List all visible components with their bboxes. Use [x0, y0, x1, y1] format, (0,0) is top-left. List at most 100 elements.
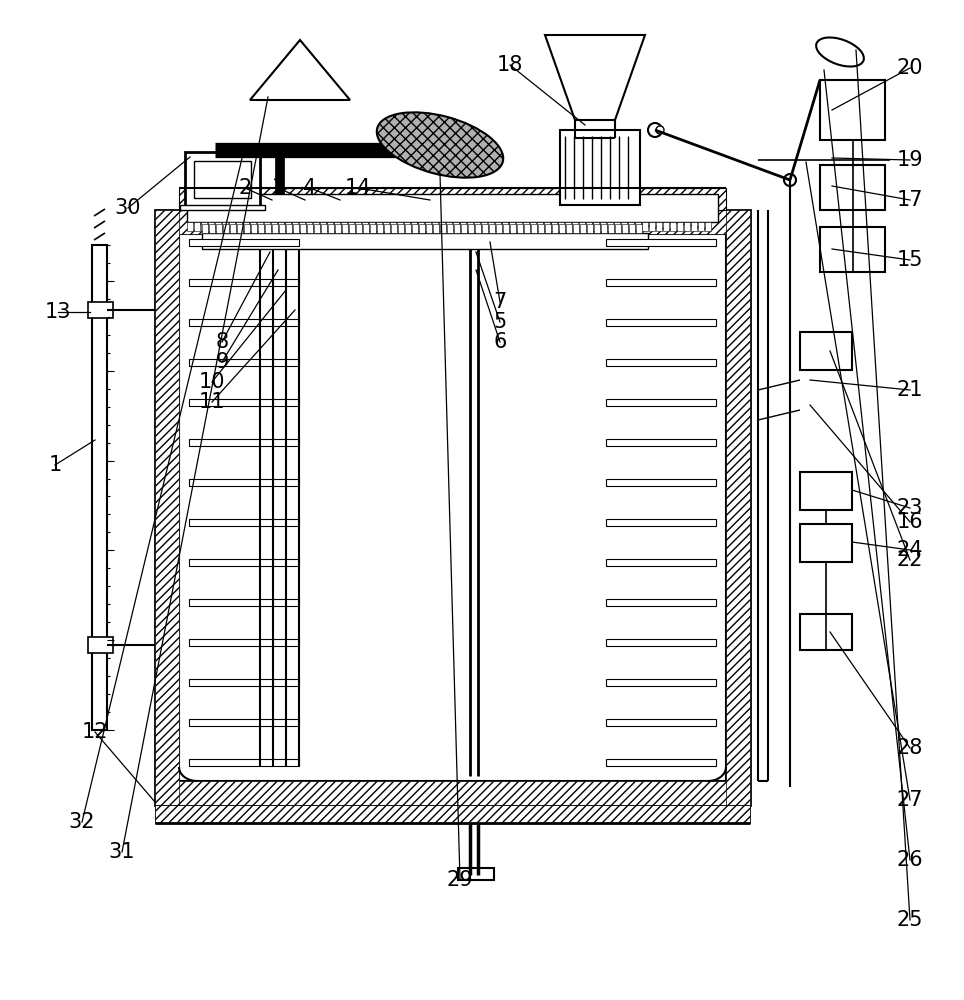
Bar	[209, 224, 215, 233]
Bar	[606, 559, 716, 566]
Bar	[88, 637, 113, 653]
Ellipse shape	[377, 112, 503, 178]
Bar	[560, 130, 640, 205]
Bar	[405, 224, 411, 233]
Bar	[460, 222, 466, 231]
Bar	[606, 679, 716, 686]
Bar	[155, 781, 750, 805]
Text: 11: 11	[199, 392, 226, 412]
Bar	[292, 222, 298, 231]
Bar	[607, 222, 613, 231]
Bar	[230, 224, 236, 233]
Bar	[496, 224, 502, 233]
Text: 22: 22	[897, 550, 924, 570]
Bar	[606, 519, 716, 526]
Bar	[558, 222, 564, 231]
Bar	[370, 224, 376, 233]
Bar	[606, 479, 716, 486]
Bar	[180, 205, 265, 210]
Bar	[376, 222, 382, 231]
Text: 25: 25	[897, 910, 924, 930]
Text: 12: 12	[82, 722, 108, 742]
Bar	[628, 222, 634, 231]
Bar	[271, 222, 277, 231]
Bar	[321, 224, 327, 233]
Bar	[185, 152, 260, 207]
Bar	[265, 224, 271, 233]
Bar	[698, 222, 704, 231]
Bar	[531, 224, 537, 233]
Bar	[461, 224, 467, 233]
Bar	[201, 222, 207, 231]
Text: 13: 13	[44, 302, 71, 322]
Bar	[377, 224, 383, 233]
Bar	[453, 222, 459, 231]
Bar	[349, 224, 355, 233]
Text: 17: 17	[897, 190, 924, 210]
Bar	[327, 222, 333, 231]
Text: 10: 10	[199, 372, 226, 392]
Text: 21: 21	[897, 380, 924, 400]
Bar	[636, 224, 642, 233]
Bar	[510, 224, 516, 233]
Bar	[189, 759, 299, 766]
Bar	[509, 222, 515, 231]
Bar	[468, 224, 474, 233]
Bar	[251, 224, 257, 233]
Bar	[600, 222, 606, 231]
Bar	[579, 222, 585, 231]
Bar	[606, 639, 716, 646]
Bar	[285, 222, 291, 231]
Bar	[593, 222, 599, 231]
Bar	[208, 222, 214, 231]
Bar	[474, 222, 480, 231]
Bar	[614, 222, 620, 231]
Bar	[538, 224, 544, 233]
Bar	[580, 224, 586, 233]
Text: 24: 24	[897, 540, 924, 560]
Bar	[705, 222, 711, 231]
Bar	[272, 224, 278, 233]
Bar	[390, 222, 396, 231]
Bar	[670, 222, 676, 231]
Bar	[341, 222, 347, 231]
Bar	[446, 222, 452, 231]
Bar	[656, 222, 662, 231]
Bar	[179, 234, 726, 781]
Bar	[488, 222, 494, 231]
Text: 19: 19	[897, 150, 924, 170]
Bar	[649, 222, 655, 231]
Text: 28: 28	[897, 738, 924, 758]
Text: 1: 1	[48, 455, 62, 475]
Text: 30: 30	[115, 198, 142, 218]
Bar	[223, 224, 229, 233]
Text: 18: 18	[496, 55, 523, 75]
Bar	[800, 524, 852, 562]
Bar	[608, 224, 614, 233]
Bar	[622, 224, 628, 233]
Bar	[601, 224, 607, 233]
Bar	[621, 222, 627, 231]
Text: 32: 32	[68, 812, 95, 832]
Bar	[244, 224, 250, 233]
Text: 31: 31	[109, 842, 135, 862]
Bar	[606, 759, 716, 766]
Bar	[800, 332, 852, 370]
Bar	[820, 165, 885, 210]
Bar	[189, 559, 299, 566]
Text: 29: 29	[446, 870, 473, 890]
Bar	[566, 224, 572, 233]
Bar	[606, 319, 716, 326]
Text: 2: 2	[238, 178, 252, 198]
Bar	[586, 222, 592, 231]
Bar	[362, 222, 368, 231]
Bar	[545, 224, 551, 233]
Text: 16: 16	[897, 512, 924, 532]
Bar	[328, 224, 334, 233]
Text: 26: 26	[897, 850, 924, 870]
Bar	[820, 80, 885, 140]
Text: 6: 6	[494, 332, 507, 352]
Bar	[467, 222, 473, 231]
Bar	[454, 224, 460, 233]
Bar	[544, 222, 550, 231]
